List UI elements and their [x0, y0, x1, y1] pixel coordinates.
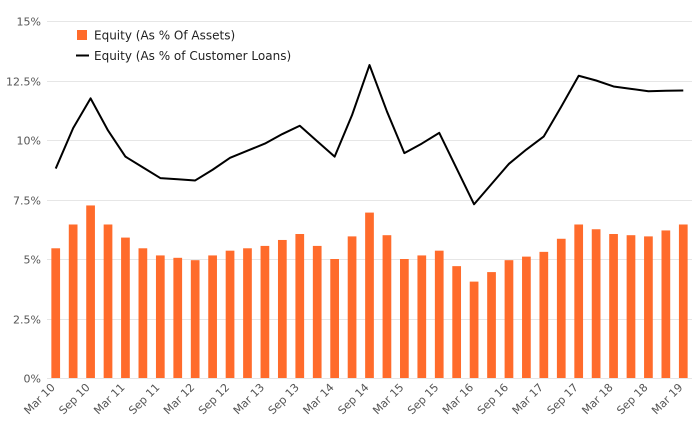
x-tick-label: Sep 18 [614, 381, 650, 417]
x-tick-label: Mar 17 [510, 381, 546, 417]
x-tick-label: Mar 11 [91, 381, 127, 417]
legend-swatch-assets [77, 30, 87, 40]
x-tick-label: Sep 16 [475, 381, 511, 417]
bar [295, 234, 305, 378]
bar [382, 235, 392, 378]
bar [86, 205, 95, 378]
bar [243, 248, 252, 378]
bar [469, 281, 479, 378]
x-tick-label: Mar 15 [370, 381, 406, 417]
bar [365, 212, 374, 378]
x-tick-label: Mar 14 [301, 381, 337, 417]
bar [68, 224, 78, 378]
bar [225, 250, 235, 378]
line-path [54, 64, 684, 206]
x-tick-label: Mar 13 [231, 381, 267, 417]
bar [539, 251, 549, 378]
x-tick-label: Mar 12 [161, 381, 197, 417]
x-tick-label: Sep 14 [335, 381, 371, 417]
bar [609, 234, 618, 378]
bar-series [51, 205, 688, 378]
bar [121, 237, 130, 378]
y-tick-label: 7.5% [13, 195, 41, 208]
bar [487, 272, 496, 378]
y-tick-label: 15% [17, 16, 41, 29]
legend: Equity (As % Of Assets) Equity (As % of … [76, 29, 291, 63]
x-tick-label: Mar 19 [649, 381, 685, 417]
bar [574, 224, 584, 378]
bar [277, 239, 287, 378]
x-tick-label: Sep 11 [126, 381, 162, 417]
y-tick-label: 0% [24, 373, 41, 386]
bar [103, 224, 113, 378]
x-tick-label: Sep 12 [196, 381, 232, 417]
bar [522, 256, 531, 378]
y-tick-label: 12.5% [6, 76, 41, 89]
bar [504, 260, 514, 378]
bar [626, 235, 636, 378]
bar [347, 236, 357, 378]
bar [312, 245, 322, 378]
y-tick-label: 10% [17, 135, 41, 148]
bar [452, 266, 462, 378]
bar [260, 245, 270, 378]
bar [434, 250, 444, 378]
bar [330, 259, 339, 378]
bar [155, 255, 165, 378]
bar [51, 248, 61, 378]
bar [678, 224, 688, 378]
bar [208, 255, 217, 378]
x-tick-label: Sep 17 [545, 381, 581, 417]
x-tick-label: Mar 16 [440, 381, 476, 417]
legend-label-loans: Equity (As % of Customer Loans) [94, 49, 291, 63]
bar [591, 229, 601, 378]
y-tick-label: 2.5% [13, 314, 41, 327]
y-tick-label: 5% [24, 254, 41, 267]
x-tick-label: Mar 18 [579, 381, 615, 417]
bar [400, 259, 409, 378]
bar [661, 230, 671, 378]
x-tick-label: Sep 15 [405, 381, 441, 417]
x-tick-label: Sep 10 [56, 381, 92, 417]
legend-label-assets: Equity (As % Of Assets) [94, 29, 235, 43]
line-series [54, 64, 684, 206]
bar [190, 260, 200, 378]
bar [556, 238, 566, 378]
bar [417, 255, 427, 378]
bar [644, 236, 653, 378]
bar [173, 257, 183, 378]
bar [138, 248, 148, 378]
x-tick-label: Sep 13 [266, 381, 302, 417]
y-axis: 0% 2.5% 5% 7.5% 10% 12.5% 15% [6, 16, 41, 386]
x-tick-label: Mar 10 [22, 381, 58, 417]
